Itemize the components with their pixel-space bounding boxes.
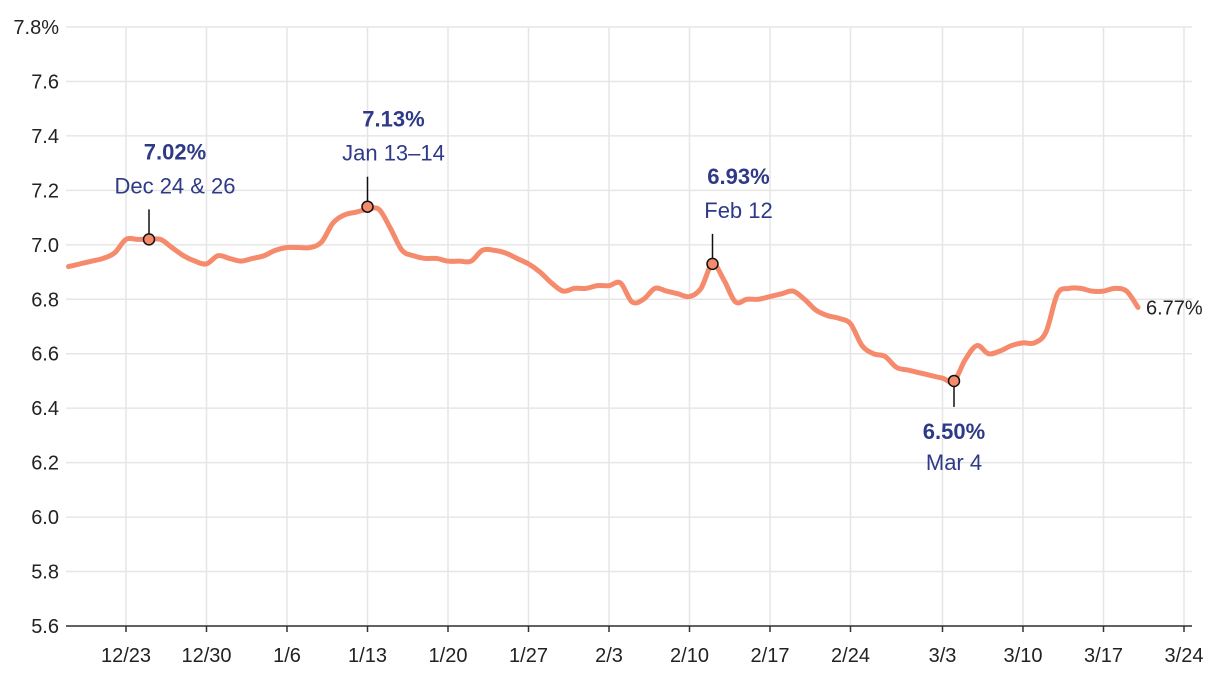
x-tick-label: 3/24 (1165, 645, 1204, 667)
annotation-marker (947, 374, 961, 388)
y-tick-label: 5.8 (31, 562, 59, 584)
x-tick-label: 1/6 (273, 645, 301, 667)
x-tick-label: 2/24 (831, 645, 870, 667)
annotation-date: Feb 12 (704, 198, 773, 223)
annotation-date: Dec 24 & 26 (114, 173, 235, 198)
end-value-label: 6.77% (1146, 297, 1203, 319)
y-tick-label: 7.0 (31, 235, 59, 257)
y-tick-label: 6.8 (31, 289, 59, 311)
y-tick-label: 6.4 (31, 398, 59, 420)
y-tick-label: 6.0 (31, 507, 59, 529)
annotation-date: Mar 4 (926, 450, 982, 475)
x-tick-label: 2/10 (670, 645, 709, 667)
annotations: 7.02% Dec 24 & 26 7.13% Jan 13–14 6.93% Feb 1… (114, 107, 985, 475)
x-tick-label: 12/23 (101, 645, 151, 667)
x-gridlines (125, 27, 1185, 626)
annotation-value: 7.13% (362, 107, 424, 132)
annotation: 7.13% Jan 13–14 (342, 107, 445, 213)
x-tick-label: 2/3 (595, 645, 623, 667)
annotation-value: 6.93% (707, 164, 769, 189)
x-tick-label: 3/10 (1004, 645, 1043, 667)
y-tick-label: 6.2 (31, 453, 59, 475)
y-tick-label: 7.6 (31, 71, 59, 93)
annotation: 6.50% Mar 4 (923, 374, 985, 475)
annotation-date: Jan 13–14 (342, 141, 445, 166)
y-tick-label: 7.4 (31, 126, 59, 148)
y-tick-label: 7.2 (31, 180, 59, 202)
x-axis (66, 625, 1192, 632)
y-tick-label: 5.6 (31, 616, 59, 638)
annotation-marker (706, 257, 719, 271)
annotation-value: 7.02% (144, 139, 206, 164)
x-tick-label: 1/27 (509, 645, 548, 667)
x-tick-labels: 12/23 12/30 1/6 1/13 1/20 1/27 2/3 2/10 2/17 2/24… (101, 645, 1204, 667)
y-tick-label: 7.8% (13, 17, 59, 39)
annotation: 6.93% Feb 12 (704, 164, 773, 271)
y-gridlines (66, 26, 1192, 627)
annotation-marker (142, 233, 156, 246)
x-tick-label: 12/30 (181, 645, 231, 667)
annotation-value: 6.50% (923, 419, 985, 444)
series-line (66, 205, 1141, 385)
x-tick-label: 2/17 (751, 645, 790, 667)
x-tick-label: 3/17 (1084, 645, 1123, 667)
y-tick-label: 6.6 (31, 344, 59, 366)
x-tick-label: 1/13 (348, 645, 387, 667)
x-tick-label: 1/20 (429, 645, 468, 667)
x-tick-label: 3/3 (929, 645, 957, 667)
annotation: 7.02% Dec 24 & 26 (114, 139, 236, 246)
y-tick-labels: 5.6 5.8 6.0 6.2 6.4 6.6 6.8 7.0 7.2 7.4 7.6 7.8% (13, 17, 59, 638)
annotation-marker (361, 200, 374, 213)
